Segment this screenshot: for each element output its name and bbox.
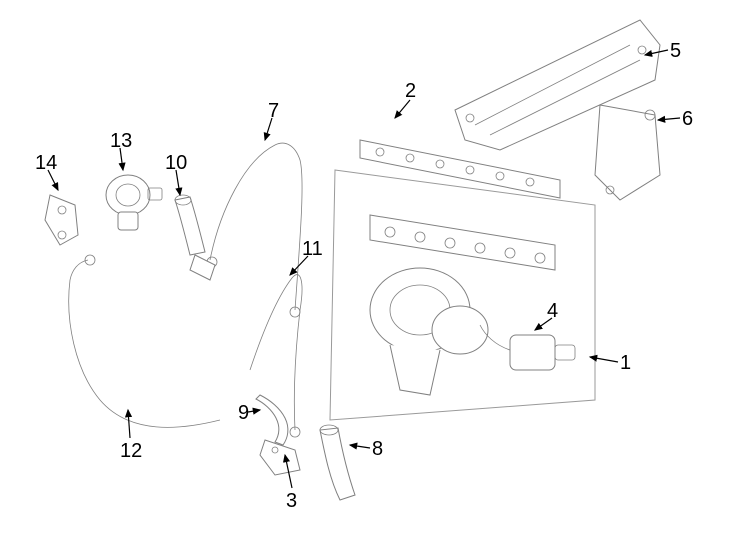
part-valve	[106, 175, 162, 230]
part-bracket-small	[45, 195, 78, 245]
callout-2: 2	[405, 80, 416, 103]
callout-9: 9	[238, 402, 249, 425]
leader-line	[248, 410, 260, 412]
leader-line	[128, 410, 130, 438]
part-actuator	[480, 325, 575, 370]
part-bracket-lower	[260, 440, 300, 475]
part-line-upper	[207, 143, 302, 317]
assembly-outline	[330, 170, 595, 420]
part-heat-shield-upper	[455, 20, 660, 150]
part-gasket	[360, 140, 560, 198]
callout-11: 11	[302, 238, 323, 261]
parts-diagram: 1234567891011121314	[0, 0, 734, 540]
leader-line	[590, 357, 618, 362]
callout-4: 4	[547, 300, 558, 323]
callout-14: 14	[35, 152, 57, 175]
parts-artwork	[0, 0, 734, 540]
part-pipe-flange	[175, 195, 215, 280]
callout-5: 5	[670, 40, 681, 63]
callout-3: 3	[286, 490, 297, 513]
leader-line	[285, 455, 292, 488]
callout-13: 13	[110, 130, 132, 153]
callout-6: 6	[682, 108, 693, 131]
callout-8: 8	[372, 438, 383, 461]
part-heat-shield-side	[595, 105, 660, 200]
part-hose-long	[69, 255, 220, 427]
leader-line	[350, 445, 370, 448]
callout-10: 10	[165, 152, 187, 175]
part-turbo-manifold	[370, 215, 555, 395]
callout-12: 12	[120, 440, 142, 463]
callout-1: 1	[620, 352, 631, 375]
leader-lines	[0, 0, 734, 540]
part-line-mid	[250, 275, 302, 437]
callout-7: 7	[268, 100, 279, 123]
leader-line	[658, 118, 680, 120]
part-line-short	[256, 395, 288, 445]
leader-line	[645, 50, 668, 55]
part-pipe-outlet	[320, 425, 355, 500]
